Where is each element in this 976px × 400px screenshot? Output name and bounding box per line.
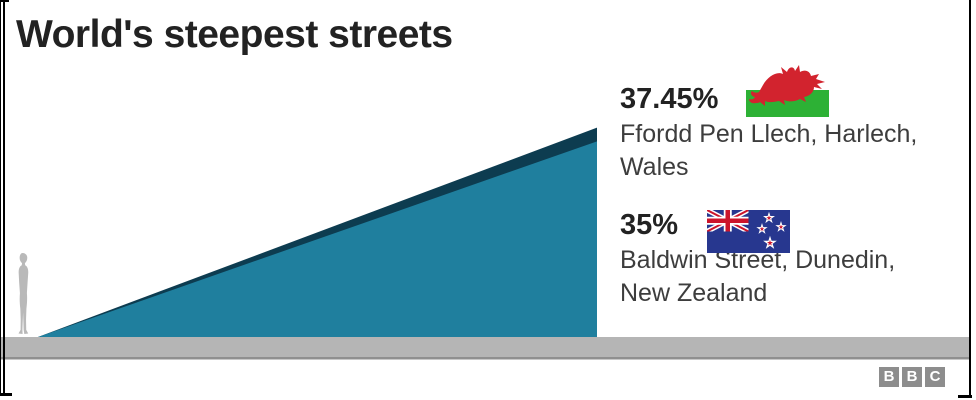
left-crop-mark [3,0,5,395]
bbc-logo-letter: C [925,367,945,387]
page-title: World's steepest streets [16,13,453,56]
annotation-new-zealand: 35% Baldwin Street, Dunedin, New Zealand [620,206,895,310]
bbc-logo-letter: B [902,367,922,387]
wales-flag-icon [746,63,829,117]
bbc-logo: B B C [879,367,945,387]
new-zealand-flag-icon [707,210,790,253]
gradient-value-wales: 37.45% [620,83,719,115]
bbc-logo-letter: B [879,367,899,387]
street-name-line: Ffordd Pen Llech, Harlech, [620,120,918,148]
street-name-line: New Zealand [620,279,768,307]
right-crop-mark [958,395,972,398]
ground-bar-shadow [0,357,969,360]
person-silhouette-icon [18,252,29,334]
street-name-line: Wales [620,153,689,181]
gradient-value-nz: 35% [620,209,679,241]
ground-bar [0,337,969,357]
left-crop-mark [0,393,12,396]
slope-triangle-1 [38,141,597,337]
left-crop-mark [0,0,9,2]
annotation-wales: 37.45% Ffordd Pen Llech, Harlech, Wales [620,63,918,184]
slope-triangles [38,127,597,337]
right-crop-mark [969,0,971,397]
left-crop-mark [0,0,1,395]
